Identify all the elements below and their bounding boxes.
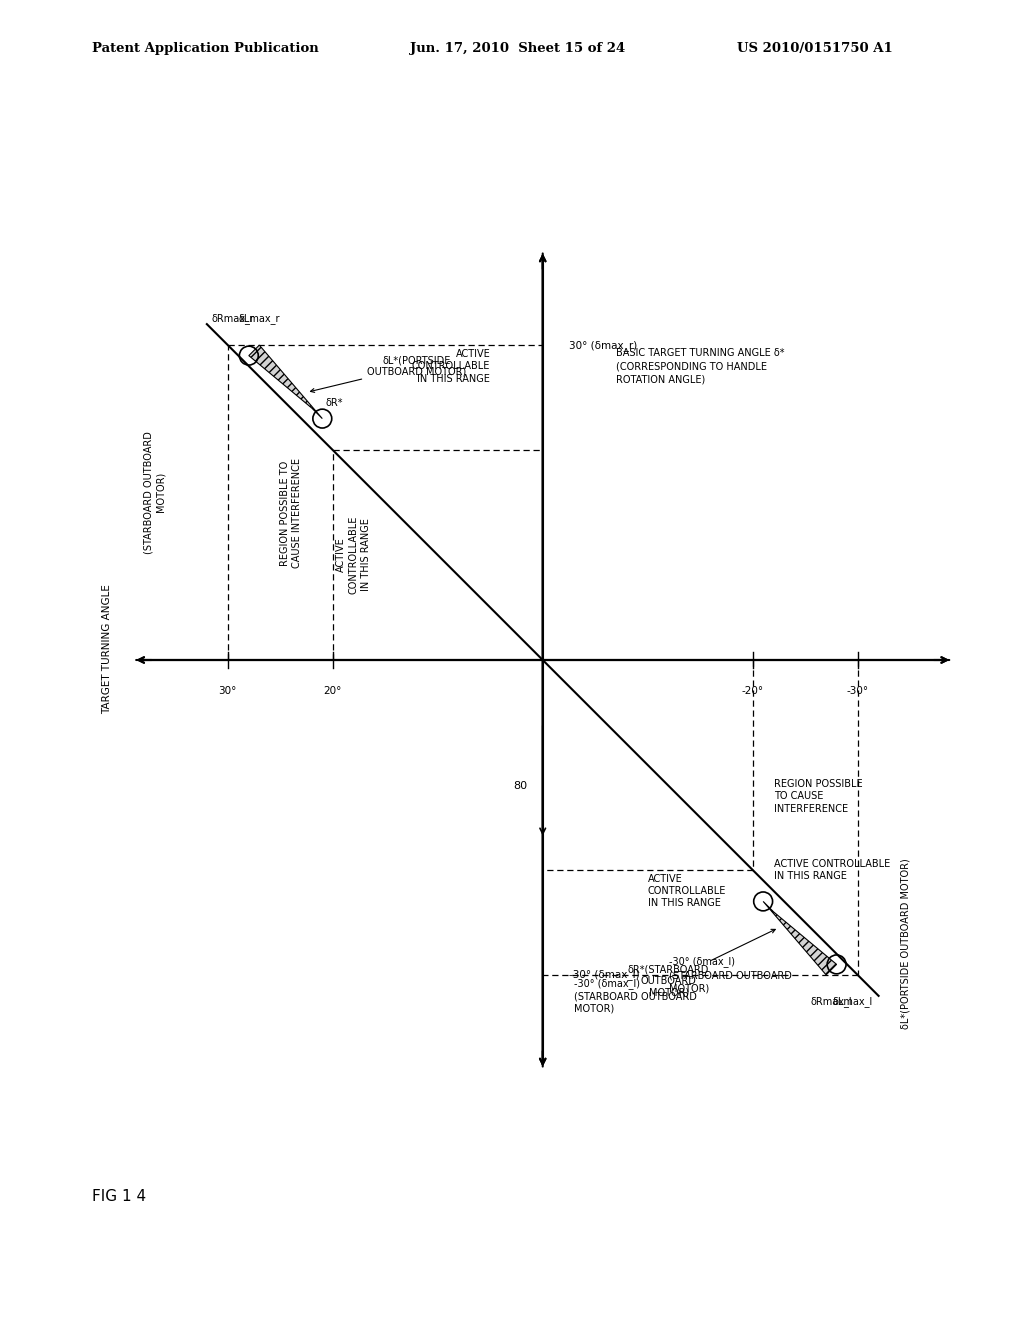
Text: -30° (δmax_l)
(STARBOARD OUTBOARD
MOTOR): -30° (δmax_l) (STARBOARD OUTBOARD MOTOR) (574, 978, 697, 1014)
Text: -30° (δmax_l)
(STARBOARD OUTBOARD
MOTOR): -30° (δmax_l) (STARBOARD OUTBOARD MOTOR) (669, 956, 792, 994)
Text: δLmax_r: δLmax_r (239, 313, 281, 325)
Text: δL*(PORTSIDE OUTBOARD MOTOR): δL*(PORTSIDE OUTBOARD MOTOR) (900, 858, 910, 1028)
Polygon shape (249, 345, 323, 418)
Text: BASIC TARGET TURNING ANGLE δ*
(CORRESPONDING TO HANDLE
ROTATION ANGLE): BASIC TARGET TURNING ANGLE δ* (CORRESPON… (616, 348, 784, 384)
Text: (STARBOARD OUTBOARD
MOTOR): (STARBOARD OUTBOARD MOTOR) (143, 430, 165, 553)
Text: REGION POSSIBLE
TO CAUSE
INTERFERENCE: REGION POSSIBLE TO CAUSE INTERFERENCE (774, 779, 862, 814)
Text: -30°: -30° (847, 686, 868, 696)
Text: 20°: 20° (324, 686, 342, 696)
Text: ACTIVE
CONTROLLABLE
IN THIS RANGE: ACTIVE CONTROLLABLE IN THIS RANGE (337, 516, 371, 594)
Text: 80: 80 (513, 781, 527, 791)
Text: δR*(STARBOARD
OUTBOARD
MOTOR): δR*(STARBOARD OUTBOARD MOTOR) (628, 929, 775, 998)
Text: FIG 1 4: FIG 1 4 (92, 1189, 146, 1204)
Text: ACTIVE CONTROLLABLE
IN THIS RANGE: ACTIVE CONTROLLABLE IN THIS RANGE (774, 859, 890, 882)
Text: US 2010/0151750 A1: US 2010/0151750 A1 (737, 42, 893, 55)
Text: -30° (δmax_l): -30° (δmax_l) (569, 969, 640, 981)
Text: ACTIVE
CONTROLLABLE
IN THIS RANGE: ACTIVE CONTROLLABLE IN THIS RANGE (648, 874, 726, 908)
Text: REGION POSSIBLE TO
CAUSE INTERFERENCE: REGION POSSIBLE TO CAUSE INTERFERENCE (280, 458, 302, 568)
Polygon shape (763, 902, 837, 975)
Text: δR*: δR* (326, 397, 343, 408)
Text: 30°: 30° (219, 686, 237, 696)
Text: Jun. 17, 2010  Sheet 15 of 24: Jun. 17, 2010 Sheet 15 of 24 (410, 42, 625, 55)
Text: δL*(PORTSIDE
OUTBOARD MOTOR): δL*(PORTSIDE OUTBOARD MOTOR) (310, 355, 466, 392)
Text: ACTIVE
CONTROLLABLE
IN THIS RANGE: ACTIVE CONTROLLABLE IN THIS RANGE (412, 348, 490, 384)
Text: δLmax_l: δLmax_l (833, 995, 872, 1007)
Text: δRmax_r: δRmax_r (212, 313, 255, 325)
Text: -20°: -20° (741, 686, 764, 696)
Text: δRmax_l: δRmax_l (811, 995, 852, 1007)
Text: TARGET TURNING ANGLE: TARGET TURNING ANGLE (102, 585, 113, 714)
Text: Patent Application Publication: Patent Application Publication (92, 42, 318, 55)
Text: 30° (δmax_r): 30° (δmax_r) (569, 339, 637, 351)
